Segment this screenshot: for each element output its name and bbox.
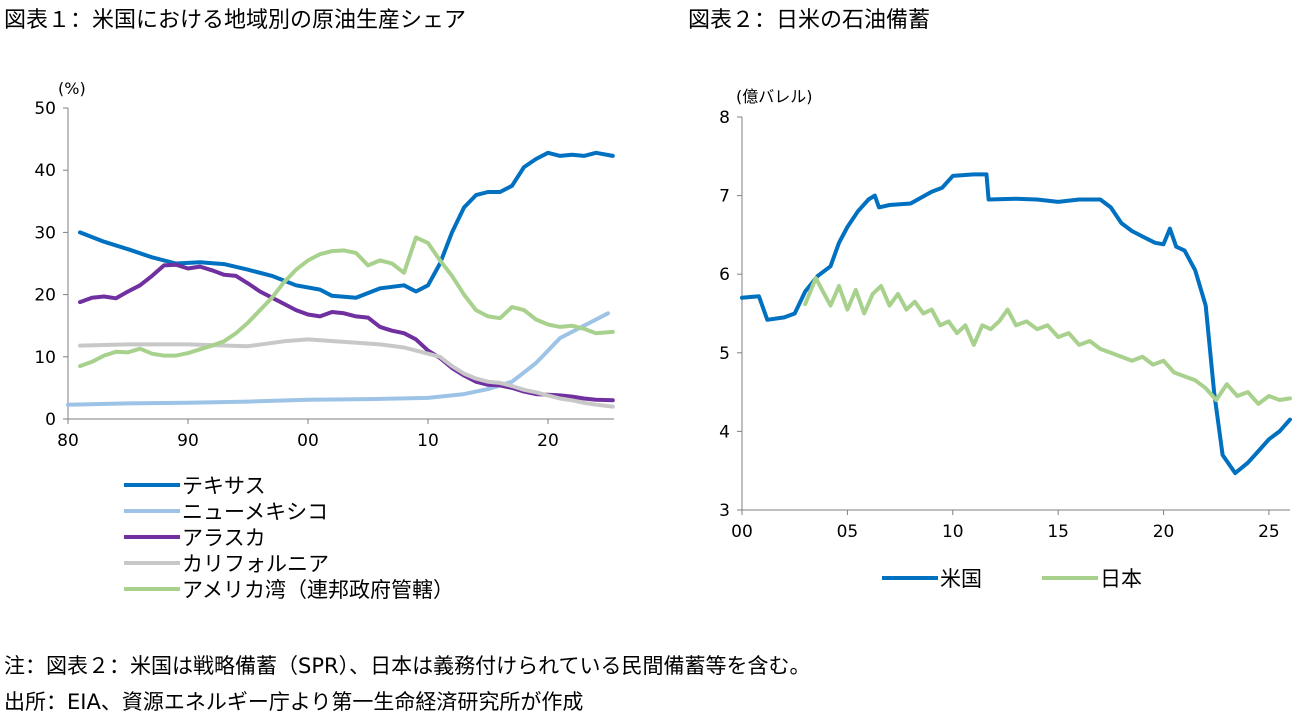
chart2-title: 図表２：日米の石油備蓄: [688, 8, 931, 33]
chart1-xtick-label: 00: [297, 431, 319, 451]
chart1-title: 図表１：米国における地域別の原油生産シェア: [4, 8, 467, 33]
source-text: 出所：EIA、資源エネルギー庁より第一生命経済研究所が作成: [4, 690, 584, 714]
chart2-series-line-0: [740, 172, 1292, 476]
chart1-ylabel: (%): [58, 79, 86, 98]
chart2-legend-label: 米国: [940, 567, 982, 591]
chart2-series-line-1: [803, 276, 1292, 406]
chart1-ytick-label: 10: [34, 348, 56, 368]
chart1-series-line-2: [78, 262, 615, 403]
chart2-xtick-label: 05: [837, 522, 859, 542]
chart1-legend-label: ニューメキシコ: [182, 500, 328, 524]
chart1-ytick-label: 30: [34, 223, 56, 243]
chart2-ytick-label: 7: [719, 187, 730, 207]
chart1-legend-label: テキサス: [182, 474, 266, 498]
chart1-ytick-label: 40: [34, 161, 56, 181]
chart2-xtick-label: 10: [942, 522, 964, 542]
chart1-legend-label: アメリカ湾（連邦政府管轄）: [182, 578, 454, 602]
chart2-xtick-label: 15: [1047, 522, 1069, 542]
chart1-series-line-3: [78, 337, 615, 409]
chart1-xtick-label: 90: [177, 431, 199, 451]
chart2-xtick-label: 20: [1153, 522, 1175, 542]
note-text: 注：図表２：米国は戦略備蓄（SPR）、日本は義務付けられている民間備蓄等を含む。: [4, 654, 811, 678]
chart1-legend-label: アラスカ: [182, 526, 266, 550]
chart1-ytick-label: 0: [45, 410, 56, 430]
chart1-ytick-label: 50: [34, 99, 56, 119]
chart1-xtick-label: 80: [57, 431, 79, 451]
chart2-xtick-label: 25: [1258, 522, 1280, 542]
chart2-ytick-label: 8: [719, 108, 730, 128]
chart2-ytick-label: 3: [719, 501, 730, 521]
chart2-ylabel: (億バレル): [736, 87, 813, 106]
chart1-series-line-0: [78, 150, 615, 300]
chart1-series-line-4: [78, 235, 615, 369]
chart1-xtick-label: 20: [537, 431, 559, 451]
chart2-ytick-label: 5: [719, 344, 730, 364]
chart2-ytick-label: 4: [719, 422, 730, 442]
chart2-legend-label: 日本: [1100, 567, 1142, 591]
chart1-xtick-label: 10: [417, 431, 439, 451]
chart2-xtick-label: 00: [731, 522, 753, 542]
chart1-ytick-label: 20: [34, 286, 56, 306]
chart2-ytick-label: 6: [719, 265, 730, 285]
chart1-legend-label: カリフォルニア: [182, 552, 329, 576]
